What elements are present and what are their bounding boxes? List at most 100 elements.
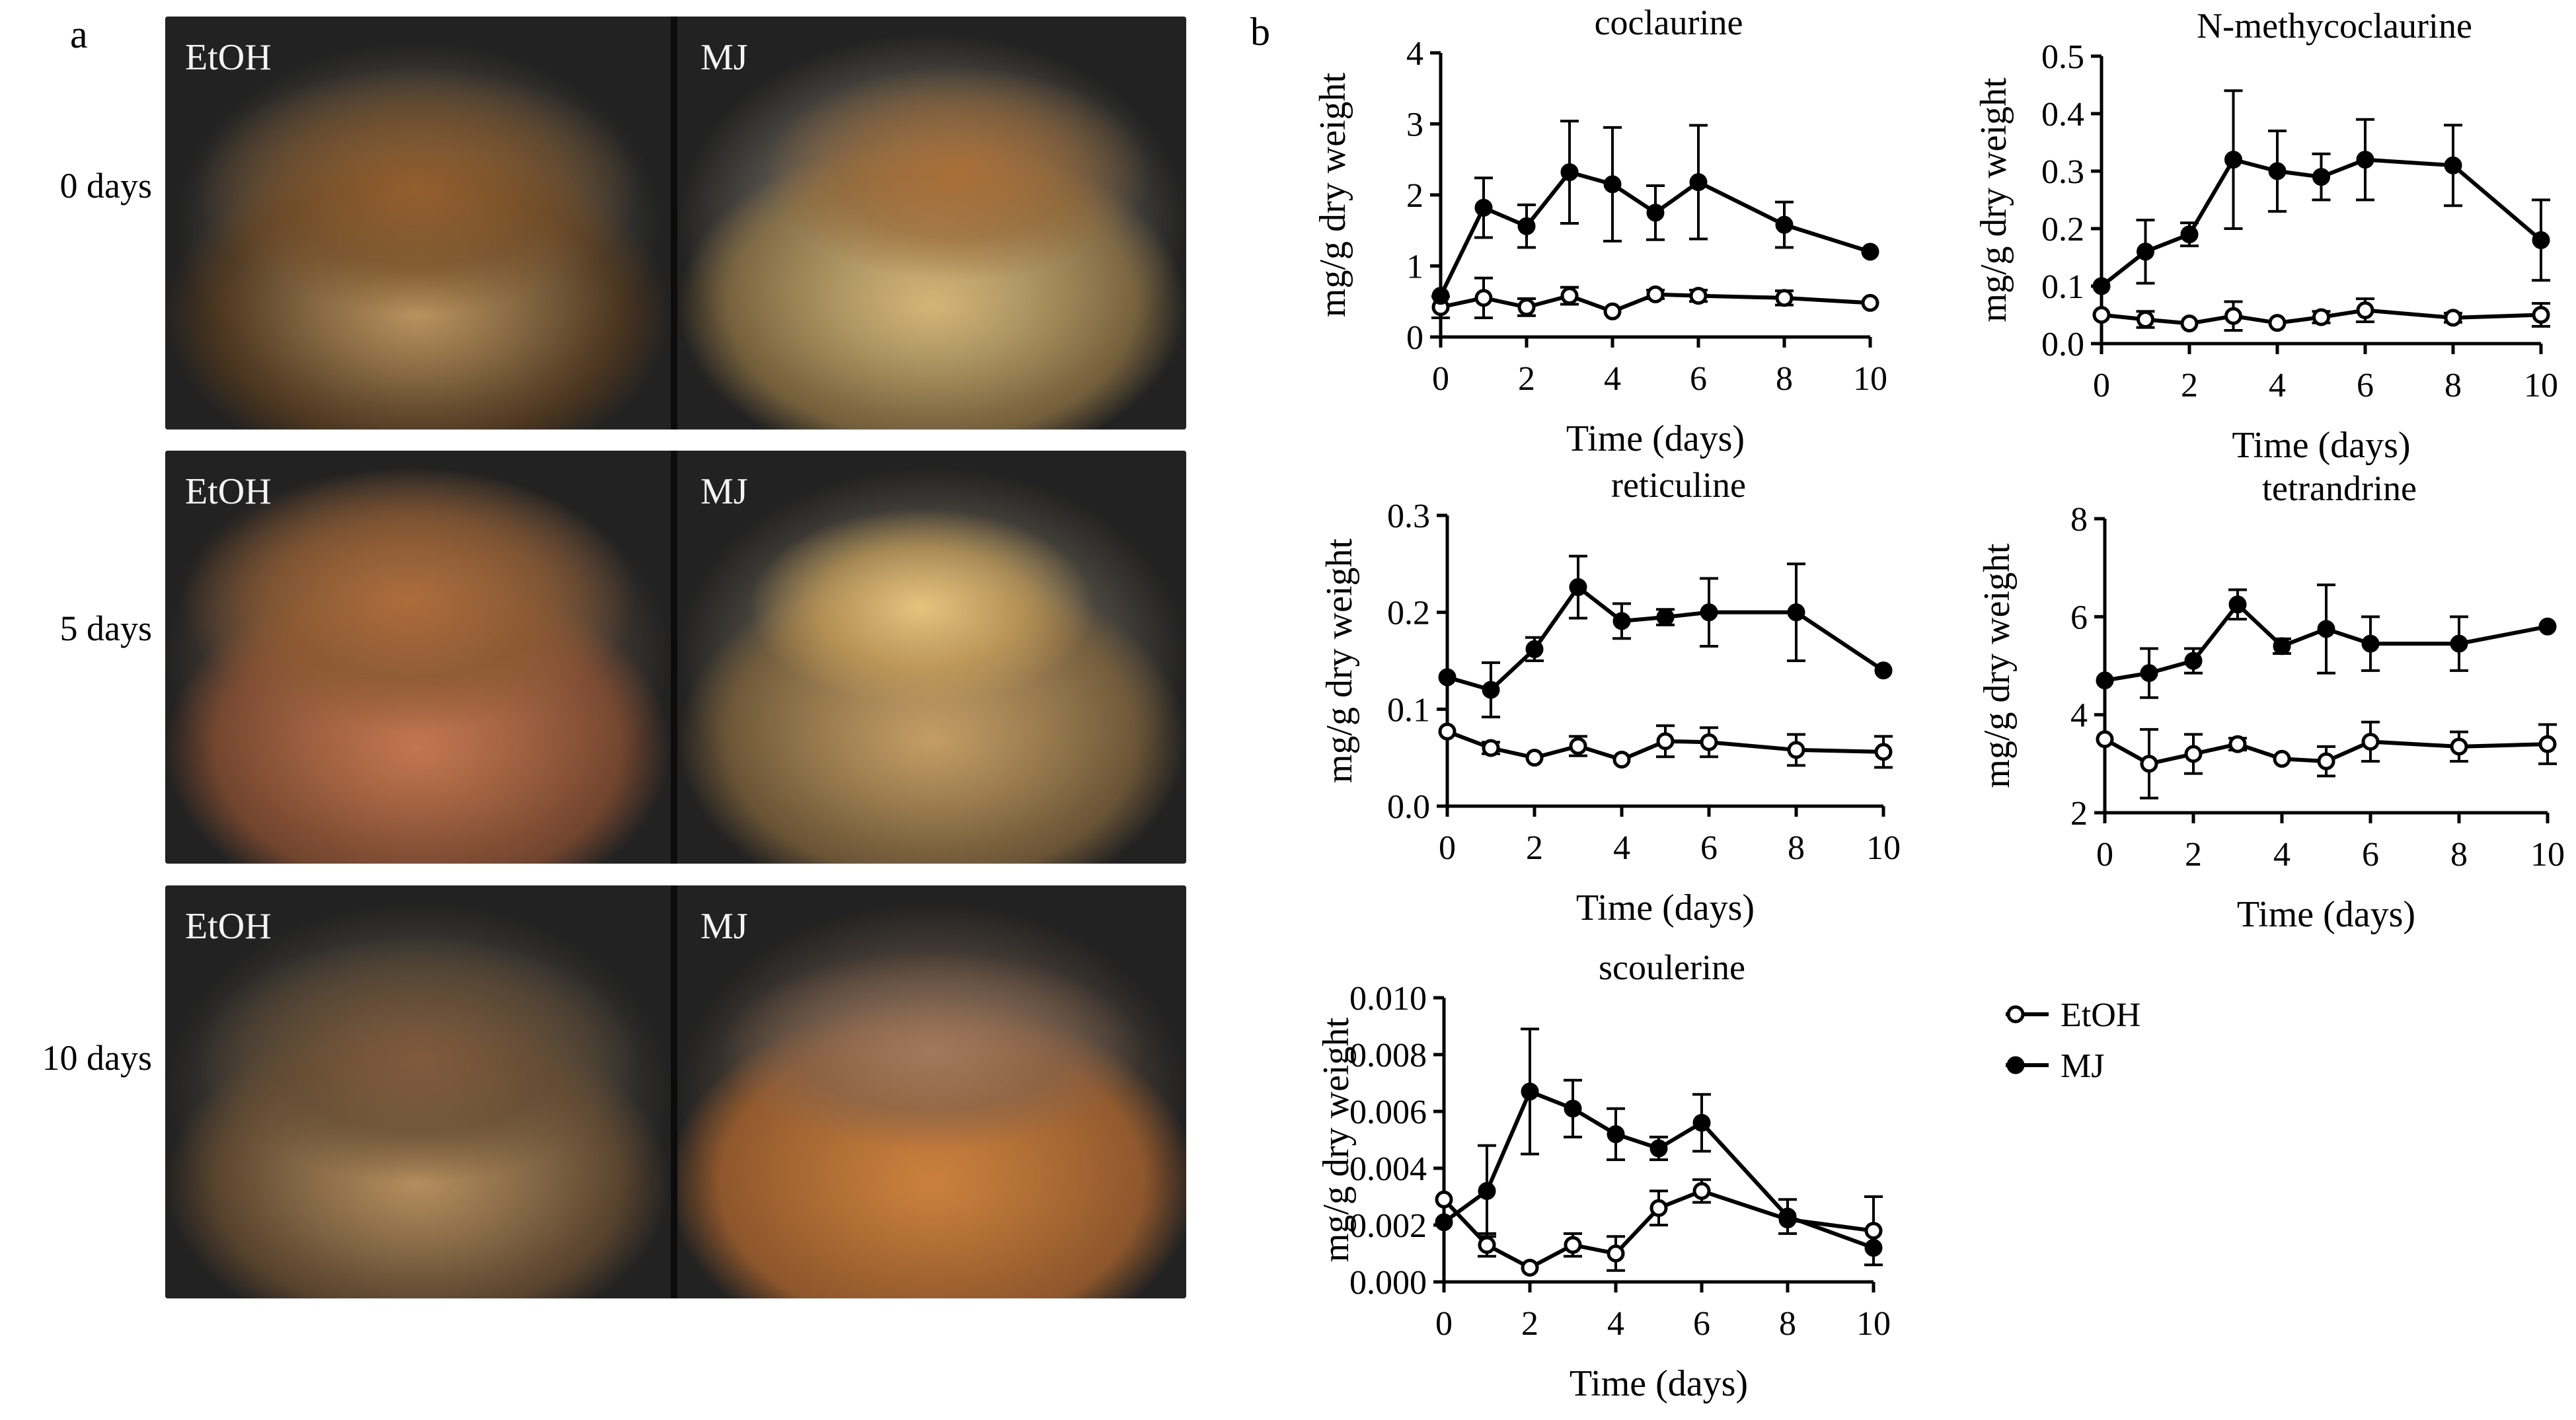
reticuline-point-mj [1438,668,1457,687]
photo-label-etoh-0: EtOH [185,37,272,78]
row-label-5-days: 5 days [59,609,152,648]
scoulerine-point-etoh [1649,1199,1668,1217]
scoulerine-point-etoh [1564,1236,1582,1254]
scoulerine-point-etoh [1607,1244,1625,1263]
n-methycoclaurine-point-mj [2444,156,2462,174]
tetrandrine-point-mj [2184,652,2203,670]
reticuline-x-tick-label: 10 [1866,829,1901,867]
photo-mj-0-days [677,17,1186,430]
n-methycoclaurine-y-tick-label: 0.5 [2041,38,2084,76]
reticuline-series-line-mj [1447,584,1885,692]
tetrandrine-point-etoh [2317,752,2335,770]
scoulerine-point-etoh [1692,1181,1711,1200]
tetrandrine-x-tick-label: 8 [2450,836,2468,874]
n-methycoclaurine-point-etoh [2224,307,2242,325]
reticuline-point-etoh [1612,751,1631,769]
scoulerine-x-tick-label: 4 [1607,1305,1624,1343]
scoulerine-point-mj [1478,1181,1496,1200]
tetrandrine-point-mj [2450,634,2468,653]
reticuline-x-tick-label: 8 [1788,829,1805,867]
tetrandrine-point-mj [2228,595,2247,614]
coclaurine-x-tick-label: 6 [1690,360,1707,398]
tetrandrine-y-axis-label: mg/g dry weight [1977,543,2018,788]
n-methycoclaurine-y-tick-label: 0.0 [2041,326,2084,363]
n-methycoclaurine-x-tick-label: 8 [2444,367,2462,404]
coclaurine-y-tick-label: 0 [1406,319,1423,357]
scoulerine-y-tick-label: 0.002 [1349,1207,1427,1245]
photo-row-0-days: EtOH MJ [165,17,1186,430]
photo-etoh-0-days [165,17,671,430]
tetrandrine-point-etoh [2096,730,2114,749]
n-methycoclaurine-point-mj [2312,168,2330,186]
photo-label-etoh-5: EtOH [185,471,272,512]
scoulerine-x-axis-label: Time (days) [1570,1363,1748,1404]
reticuline-y-tick-label: 0.0 [1387,788,1430,826]
n-methycoclaurine-chart-title: N-methycoclaurine [2197,6,2472,46]
reticuline-point-etoh [1569,737,1587,755]
tetrandrine-x-tick-label: 10 [2530,836,2565,874]
scoulerine-x-tick-label: 6 [1693,1305,1710,1343]
tetrandrine-y-tick-label: 8 [2070,501,2088,539]
tetrandrine-point-mj [2096,671,2114,690]
row-label-10-days: 10 days [42,1038,152,1078]
reticuline-point-etoh [1787,741,1805,759]
coclaurine-point-etoh [1517,298,1536,317]
scoulerine-point-mj [1692,1113,1711,1132]
photo-mj-10-days [677,885,1186,1298]
photo-divider [671,451,677,864]
scoulerine-y-tick-label: 0.010 [1349,980,1427,1018]
coclaurine-point-mj [1689,173,1708,192]
scoulerine-chart-title: scoulerine [1599,948,1745,987]
photo-label-etoh-10: EtOH [185,906,272,947]
n-methycoclaurine-y-tick-label: 0.1 [2041,268,2084,306]
n-methycoclaurine-x-tick-label: 10 [2524,367,2558,404]
n-methycoclaurine-point-mj [2268,162,2287,180]
coclaurine-y-axis-label: mg/g dry weight [1312,72,1353,317]
photo-etoh-5-days [165,451,671,864]
coclaurine-point-etoh [1861,293,1879,312]
tetrandrine-point-mj [2361,634,2380,653]
n-methycoclaurine-point-mj [2092,277,2111,295]
n-methycoclaurine-y-tick-label: 0.4 [2041,96,2084,133]
tetrandrine-point-etoh [2184,745,2203,763]
coclaurine-point-etoh [1775,289,1794,307]
coclaurine-x-tick-label: 4 [1604,360,1621,398]
photo-label-mj-10: MJ [701,906,748,947]
scoulerine-x-tick-label: 8 [1779,1305,1796,1343]
photo-row-10-days: EtOH MJ [165,885,1186,1298]
coclaurine-point-mj [1517,217,1536,235]
scoulerine-x-tick-label: 10 [1856,1305,1891,1343]
tetrandrine-y-tick-label: 4 [2070,697,2088,735]
coclaurine-y-tick-label: 4 [1406,35,1423,73]
scoulerine-y-tick-label: 0.006 [1349,1094,1427,1131]
tetrandrine-x-tick-label: 4 [2273,836,2291,874]
reticuline-x-tick-label: 2 [1526,829,1543,867]
scoulerine-point-mj [1521,1082,1539,1101]
n-methycoclaurine-point-etoh [2444,309,2462,327]
n-methycoclaurine-x-axis-label: Time (days) [2232,425,2410,466]
reticuline-point-mj [1787,603,1805,622]
photo-divider [671,885,677,1298]
coclaurine-point-mj [1431,287,1450,305]
coclaurine-y-tick-label: 2 [1406,177,1423,215]
coclaurine-point-mj [1775,215,1794,234]
reticuline-x-tick-label: 0 [1439,829,1456,867]
n-methycoclaurine-point-mj [2180,225,2199,244]
tetrandrine-point-mj [2273,637,2291,655]
reticuline-point-mj [1874,661,1893,680]
scoulerine-point-etoh [1478,1236,1496,1254]
reticuline-y-axis-label: mg/g dry weight [1319,538,1360,783]
reticuline-x-tick-label: 6 [1700,829,1718,867]
scoulerine-point-mj [1649,1139,1668,1158]
tetrandrine-point-etoh [2228,735,2247,753]
tetrandrine-x-tick-label: 0 [2096,836,2113,874]
reticuline-y-tick-label: 0.2 [1387,595,1430,632]
coclaurine-point-mj [1560,163,1579,182]
coclaurine-point-etoh [1646,285,1665,303]
panel-a-label: a [70,13,88,56]
tetrandrine-point-etoh [2273,749,2291,768]
reticuline-point-mj [1482,681,1500,699]
tetrandrine-y-tick-label: 6 [2070,599,2088,636]
photo-label-mj-0: MJ [701,37,748,78]
